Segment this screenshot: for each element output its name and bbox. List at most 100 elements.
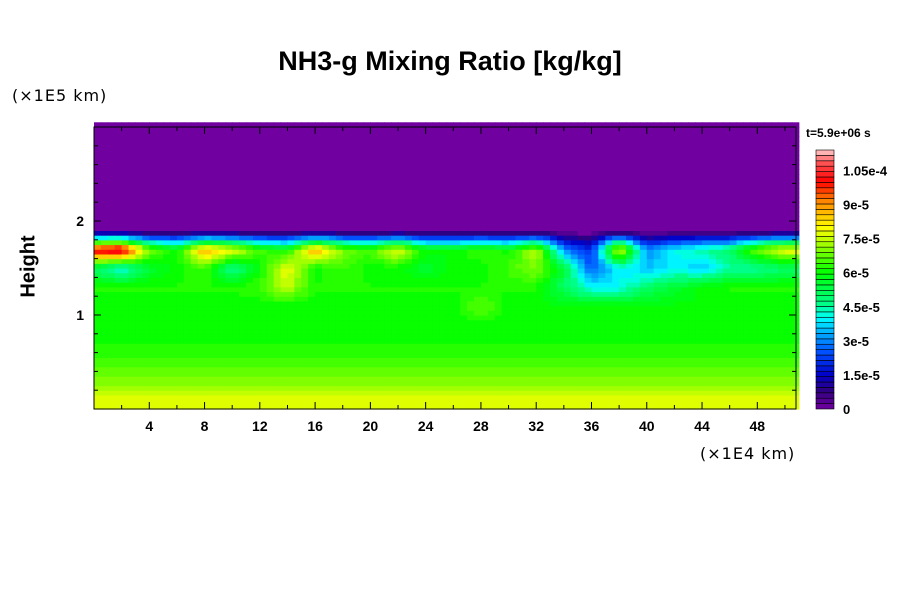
heatmap-cell (494, 333, 503, 340)
heatmap-cell (128, 136, 137, 142)
heatmap-cell (577, 324, 586, 330)
heatmap-cell (501, 258, 510, 264)
heatmap-cell (480, 291, 489, 297)
heatmap-cell (653, 277, 662, 283)
heatmap-cell (170, 159, 178, 166)
heatmap-cell (328, 404, 337, 410)
heatmap-cell (522, 174, 530, 180)
heatmap-cell (550, 263, 558, 269)
heatmap-cell (626, 155, 634, 161)
heatmap-cell (584, 268, 593, 274)
heatmap-cell (197, 150, 206, 156)
heatmap-cell (259, 394, 268, 401)
heatmap-cell (183, 371, 192, 377)
heatmap-cell (308, 329, 316, 335)
heatmap-cell (584, 324, 593, 330)
heatmap-cell (522, 235, 530, 241)
heatmap-cell (522, 315, 530, 321)
heatmap-cell (363, 362, 371, 368)
heatmap-cell (107, 338, 116, 344)
heatmap-cell (460, 230, 468, 236)
heatmap-cell (522, 225, 530, 231)
heatmap-cell (273, 249, 282, 255)
heatmap-cell (515, 197, 523, 203)
heatmap-cell (556, 371, 565, 377)
heatmap-cell (204, 221, 213, 227)
heatmap-cell (142, 145, 150, 152)
heatmap-cell (280, 239, 289, 246)
heatmap-cell (439, 352, 447, 358)
heatmap-cell (301, 366, 309, 372)
heatmap-cell (391, 338, 399, 344)
heatmap-cell (370, 122, 378, 128)
heatmap-cell (218, 155, 226, 161)
heatmap-cell (287, 394, 295, 401)
heatmap-cell (315, 380, 323, 387)
heatmap-cell (612, 122, 620, 128)
heatmap-cell (646, 366, 655, 372)
heatmap-cell (460, 296, 468, 302)
heatmap-cell (487, 300, 496, 307)
heatmap-cell (487, 141, 496, 147)
heatmap-cell (308, 206, 316, 213)
heatmap-cell (522, 206, 530, 213)
heatmap-cell (639, 235, 648, 241)
heatmap-cell (570, 268, 579, 274)
heatmap-cell (211, 169, 219, 175)
heatmap-cell (626, 272, 634, 278)
heatmap-cell (377, 329, 385, 335)
heatmap-cell (280, 315, 289, 321)
heatmap-cell (411, 174, 420, 180)
heatmap-cell (550, 249, 558, 255)
heatmap-cell (349, 136, 358, 142)
heatmap-cell (232, 324, 240, 330)
heatmap-cell (121, 394, 130, 401)
heatmap-cell (584, 296, 593, 302)
heatmap-cell (163, 127, 171, 133)
heatmap-cell (591, 221, 599, 227)
heatmap-cell (218, 136, 226, 142)
heatmap-cell (543, 291, 551, 297)
heatmap-cell (418, 300, 427, 307)
heatmap-cell (308, 338, 316, 344)
heatmap-cell (453, 225, 461, 231)
heatmap-cell (128, 211, 137, 217)
heatmap-cell (418, 136, 427, 142)
heatmap-cell (273, 347, 282, 354)
heatmap-cell (467, 272, 475, 278)
heatmap-cell (370, 305, 378, 311)
heatmap-cell (190, 235, 199, 241)
heatmap-cell (363, 174, 371, 180)
heatmap-cell (252, 272, 261, 278)
heatmap-cell (252, 305, 261, 311)
heatmap-cell (239, 366, 247, 372)
heatmap-cell (232, 371, 240, 377)
heatmap-cell (252, 404, 261, 410)
heatmap-cell (653, 188, 662, 194)
heatmap-cell (556, 253, 565, 260)
heatmap-cell (570, 225, 579, 231)
heatmap-cell (515, 202, 523, 208)
heatmap-cell (156, 141, 164, 147)
heatmap-cell (563, 263, 572, 269)
heatmap-cell (446, 221, 454, 227)
heatmap-cell (646, 404, 655, 410)
heatmap-cell (543, 221, 551, 227)
heatmap-cell (170, 329, 178, 335)
heatmap-cell (128, 155, 137, 161)
heatmap-cell (328, 371, 337, 377)
heatmap-cell (315, 399, 323, 405)
heatmap-cell (453, 174, 461, 180)
heatmap-cell (384, 357, 392, 363)
heatmap-cell (474, 230, 482, 236)
heatmap-cell (287, 362, 295, 368)
heatmap-cell (501, 324, 510, 330)
heatmap-cell (128, 366, 137, 372)
heatmap-cell (453, 394, 461, 401)
heatmap-cell (584, 357, 593, 363)
heatmap-cell (467, 343, 475, 349)
heatmap-cell (156, 244, 164, 250)
heatmap-cell (114, 343, 123, 349)
heatmap-cell (529, 296, 537, 302)
heatmap-cell (563, 347, 572, 354)
